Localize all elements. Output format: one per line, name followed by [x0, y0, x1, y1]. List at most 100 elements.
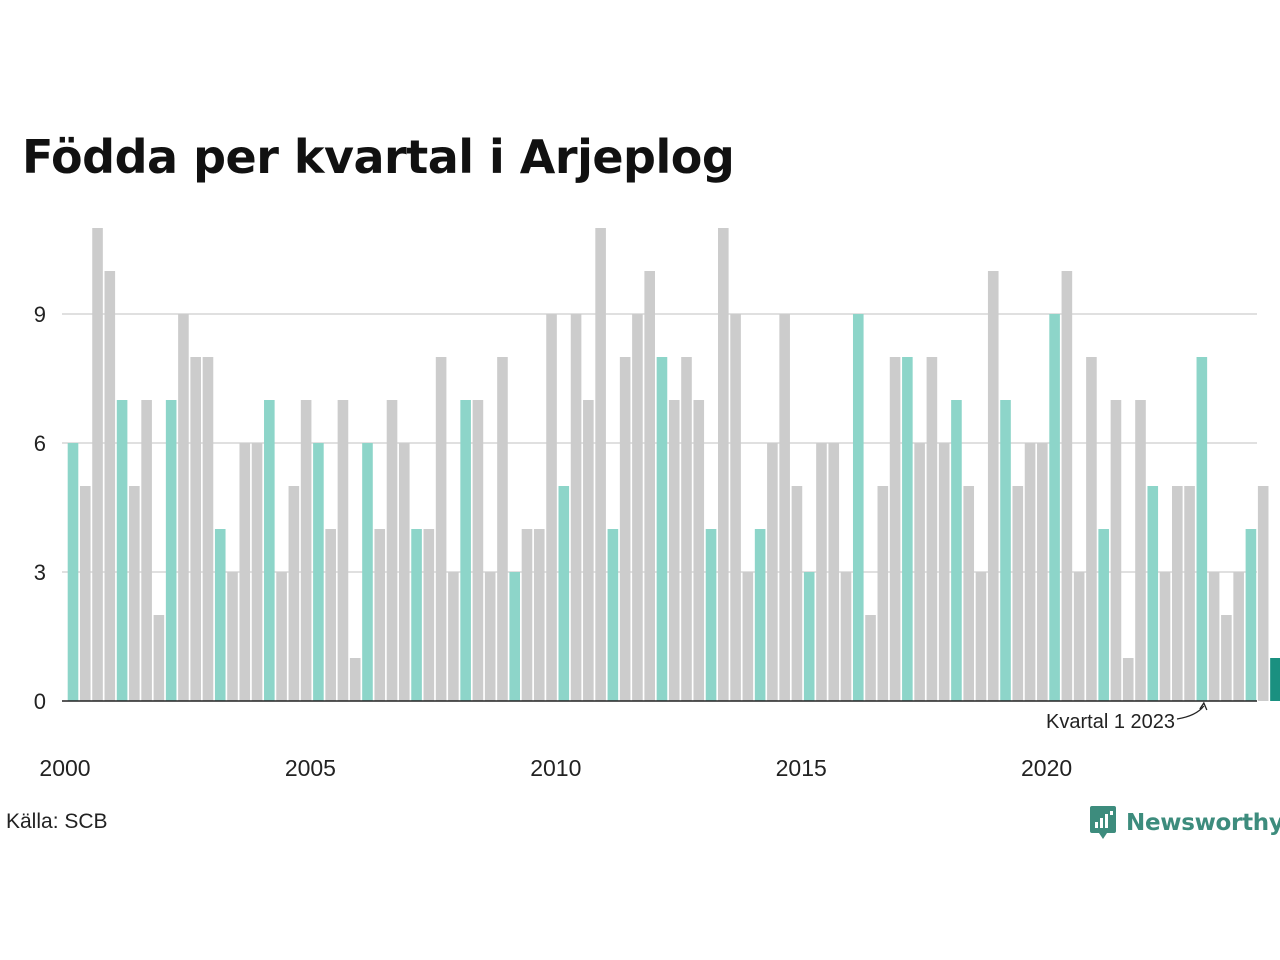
bar — [276, 572, 287, 701]
bar — [153, 615, 165, 701]
bar — [398, 443, 410, 701]
bar — [337, 400, 349, 701]
bar — [681, 357, 692, 701]
bar — [239, 443, 251, 701]
bar — [1270, 658, 1280, 701]
annotation-label: Kvartal 1 2023 — [1046, 711, 1175, 733]
bar — [325, 529, 336, 701]
bar — [668, 400, 680, 701]
y-axis-ticks: 0 3 6 9 — [34, 302, 46, 714]
bar — [1184, 486, 1195, 701]
bar — [889, 357, 901, 701]
chart-title: Födda per kvartal i Arjeplog — [22, 130, 735, 184]
bar — [104, 271, 116, 701]
bar — [484, 572, 496, 701]
bar — [1086, 357, 1097, 701]
bar — [435, 357, 447, 701]
bar — [1221, 615, 1232, 701]
x-tick-label: 2020 — [1021, 755, 1072, 781]
bar — [411, 529, 422, 701]
bar — [914, 443, 925, 701]
bar — [779, 314, 790, 701]
bar — [607, 529, 619, 701]
source-note: Källa: SCB — [6, 810, 108, 833]
bar — [497, 357, 508, 701]
bar — [803, 572, 815, 701]
bar — [877, 486, 889, 701]
bar — [902, 357, 913, 701]
bar — [1159, 572, 1171, 701]
bar — [754, 529, 766, 701]
brand-name: Newsworthy — [1126, 810, 1280, 836]
bar — [227, 572, 238, 701]
chart-bubble-icon — [1090, 806, 1116, 839]
bar — [730, 314, 741, 701]
bar — [300, 400, 312, 701]
bar — [1245, 529, 1257, 701]
annotation: Kvartal 1 2023 — [1046, 701, 1208, 733]
annotation-arrowhead — [1199, 701, 1208, 711]
bars — [67, 228, 1280, 701]
x-tick-label: 2005 — [285, 755, 336, 781]
x-tick-label: 2010 — [530, 755, 581, 781]
x-axis-ticks: 2000 2005 2010 2015 2020 — [39, 755, 1072, 781]
bar — [1098, 529, 1109, 701]
bar — [595, 228, 606, 701]
bar — [1122, 658, 1134, 701]
bar — [1208, 572, 1220, 701]
bar — [718, 228, 729, 701]
bar — [951, 400, 962, 701]
bar — [1172, 486, 1183, 701]
y-tick-label: 6 — [34, 431, 46, 456]
x-tick-label: 2000 — [39, 755, 90, 781]
bar — [362, 443, 373, 701]
x-tick-label: 2015 — [776, 755, 827, 781]
annotation-arrow — [1176, 705, 1205, 720]
bar — [1037, 443, 1048, 701]
bar — [987, 271, 999, 701]
bar — [472, 400, 484, 701]
bar — [460, 400, 471, 701]
y-tick-label: 9 — [34, 302, 46, 327]
bar — [852, 314, 864, 701]
bar — [816, 443, 827, 701]
bar — [963, 486, 975, 701]
bar — [92, 228, 103, 701]
bar — [828, 443, 840, 701]
bar — [79, 486, 91, 701]
bar — [1061, 271, 1073, 701]
bar — [386, 400, 398, 701]
bar-chart: 0 3 6 9 2000 2005 2010 2015 2020 Kvartal 1 2023 — [34, 228, 1280, 781]
bar — [840, 572, 852, 701]
bar — [656, 357, 668, 701]
bar — [313, 443, 324, 701]
bar — [178, 314, 189, 701]
bar — [1110, 400, 1122, 701]
bar — [448, 572, 459, 701]
bar — [693, 400, 705, 701]
bar — [938, 443, 950, 701]
bar — [423, 529, 435, 701]
bar — [67, 443, 79, 701]
bar — [632, 314, 643, 701]
bar — [570, 314, 582, 701]
bar — [533, 529, 545, 701]
bar — [129, 486, 140, 701]
bar — [767, 443, 778, 701]
bar — [202, 357, 214, 701]
bar — [1257, 486, 1269, 701]
bar — [288, 486, 300, 701]
bar — [791, 486, 803, 701]
bar — [1000, 400, 1011, 701]
bar — [214, 529, 226, 701]
bar — [1073, 572, 1085, 701]
bar — [1012, 486, 1024, 701]
bar — [141, 400, 152, 701]
bar — [619, 357, 631, 701]
bar — [116, 400, 128, 701]
bar — [546, 314, 557, 701]
bar — [264, 400, 275, 701]
bar — [1024, 443, 1036, 701]
bar — [926, 357, 938, 701]
bar — [521, 529, 533, 701]
